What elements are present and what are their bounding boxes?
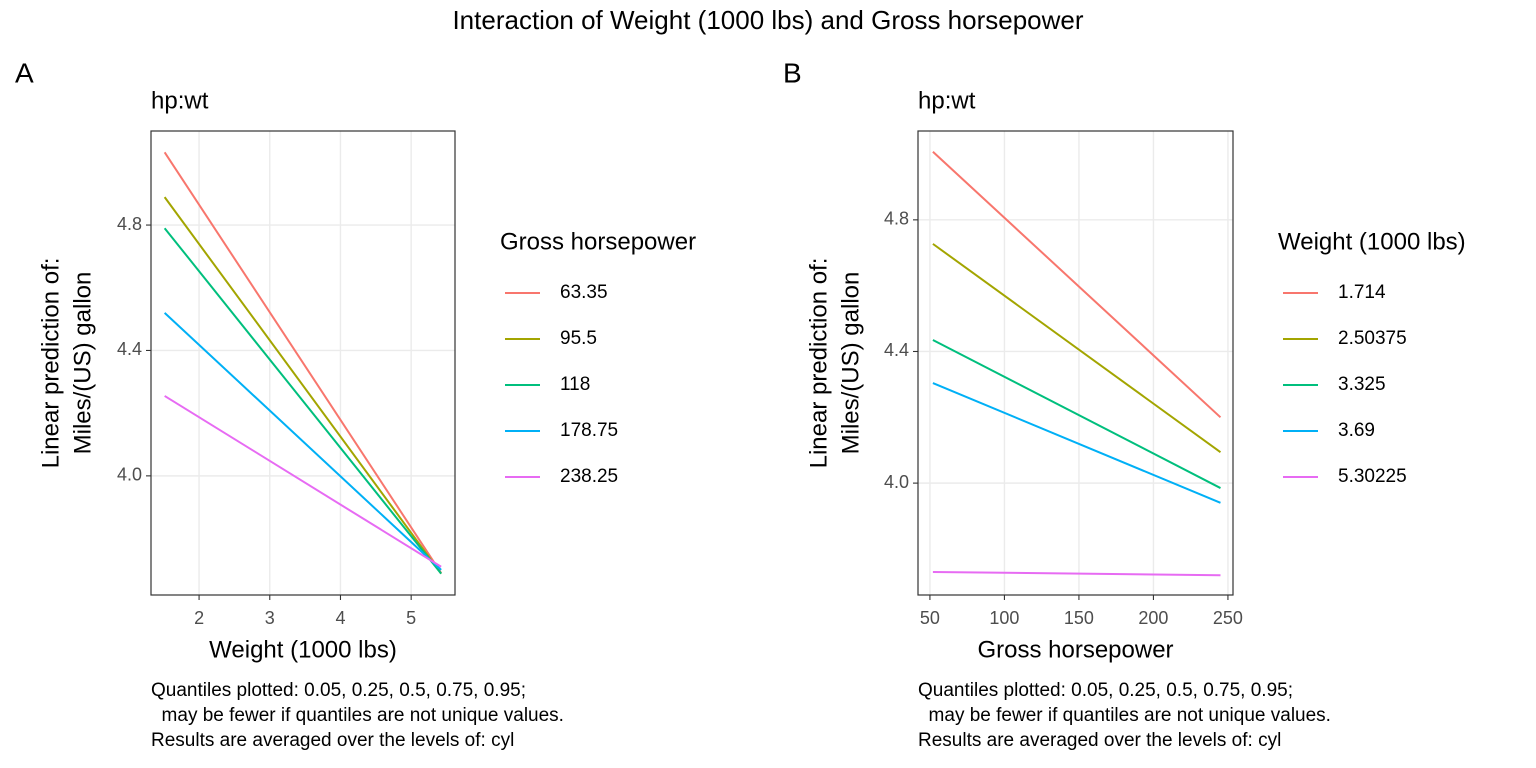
panel-tag: B [783, 57, 802, 88]
y-tick-label: 4.0 [117, 465, 142, 485]
x-tick-label: 2 [194, 608, 204, 628]
legend-label: 2.50375 [1338, 328, 1407, 349]
x-axis-title: Gross horsepower [977, 636, 1173, 663]
y-tick-label: 4.8 [884, 209, 909, 229]
y-tick-label: 4.4 [117, 339, 142, 359]
panel-title: hp:wt [151, 87, 209, 114]
series-line [164, 395, 442, 568]
x-tick-label: 50 [920, 608, 940, 628]
y-axis-title: Miles/(US) gallon [69, 272, 96, 455]
series-line [163, 312, 442, 571]
series-line [932, 382, 1221, 504]
series-line [163, 227, 442, 575]
caption: Results are averaged over the levels of:… [918, 730, 1281, 751]
x-axis-title: Weight (1000 lbs) [209, 636, 397, 663]
panel-title: hp:wt [918, 87, 976, 114]
y-axis-title: Linear prediction of: [37, 258, 64, 469]
panel-tag: A [15, 57, 34, 88]
caption: may be fewer if quantiles are not unique… [918, 705, 1331, 726]
legend-label: 3.69 [1338, 420, 1375, 441]
legend-label: 3.325 [1338, 374, 1386, 395]
y-axis-title: Miles/(US) gallon [837, 272, 864, 455]
legend-label: 5.30225 [1338, 466, 1407, 487]
y-tick-label: 4.0 [884, 472, 909, 492]
legend-label: 1.714 [1338, 282, 1386, 303]
panel-border [917, 130, 1234, 596]
x-tick-label: 100 [989, 608, 1019, 628]
legend-label: 63.35 [560, 282, 608, 303]
legend-label: 118 [560, 374, 590, 395]
legend-title: Weight (1000 lbs) [1278, 228, 1466, 255]
series-line [932, 150, 1222, 419]
caption: Quantiles plotted: 0.05, 0.25, 0.5, 0.75… [918, 680, 1293, 701]
legend-label: 238.25 [560, 466, 618, 487]
caption: may be fewer if quantiles are not unique… [151, 705, 564, 726]
x-tick-label: 150 [1064, 608, 1094, 628]
series-line [163, 151, 442, 574]
series-line [163, 196, 442, 575]
series-line [932, 243, 1222, 453]
x-tick-label: 5 [406, 608, 416, 628]
x-tick-label: 200 [1138, 608, 1168, 628]
caption: Quantiles plotted: 0.05, 0.25, 0.5, 0.75… [151, 680, 526, 701]
legend-title: Gross horsepower [500, 228, 696, 255]
legend-label: 178.75 [560, 420, 618, 441]
x-tick-label: 3 [265, 608, 275, 628]
figure-title: Interaction of Weight (1000 lbs) and Gro… [452, 5, 1083, 35]
x-tick-label: 250 [1213, 608, 1243, 628]
legend-label: 95.5 [560, 328, 597, 349]
caption: Results are averaged over the levels of:… [151, 730, 514, 751]
y-axis-title: Linear prediction of: [805, 258, 832, 469]
x-tick-label: 4 [335, 608, 345, 628]
y-tick-label: 4.4 [884, 340, 909, 360]
panel-border [150, 130, 456, 596]
series-line [932, 339, 1221, 489]
series-line [932, 570, 1221, 577]
y-tick-label: 4.8 [117, 214, 142, 234]
